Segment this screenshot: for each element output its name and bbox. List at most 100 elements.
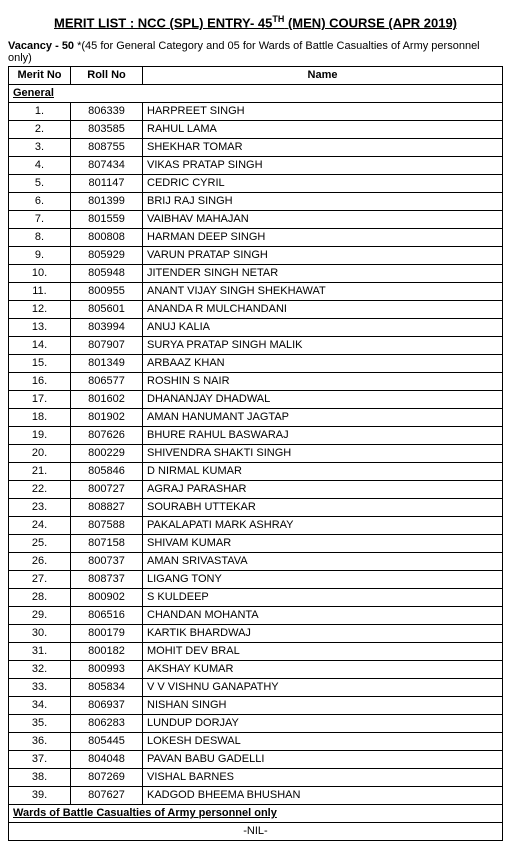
cell-roll: 806516	[71, 607, 143, 625]
cell-name: KADGOD BHEEMA BHUSHAN	[143, 787, 503, 805]
cell-name: RAHUL LAMA	[143, 121, 503, 139]
cell-name: SURYA PRATAP SINGH MALIK	[143, 337, 503, 355]
table-row: 3.808755SHEKHAR TOMAR	[9, 139, 503, 157]
cell-roll: 807158	[71, 535, 143, 553]
cell-name: ANANDA R MULCHANDANI	[143, 301, 503, 319]
cell-name: SOURABH UTTEKAR	[143, 499, 503, 517]
table-header-row: Merit No Roll No Name	[9, 67, 503, 85]
cell-merit: 31.	[9, 643, 71, 661]
cell-roll: 801902	[71, 409, 143, 427]
cell-merit: 25.	[9, 535, 71, 553]
table-row: 30.800179KARTIK BHARDWAJ	[9, 625, 503, 643]
cell-merit: 38.	[9, 769, 71, 787]
table-row: 34.806937NISHAN SINGH	[9, 697, 503, 715]
table-row: 24.807588PAKALAPATI MARK ASHRAY	[9, 517, 503, 535]
table-row: 9.805929VARUN PRATAP SINGH	[9, 247, 503, 265]
table-row: 22.800727AGRAJ PARASHAR	[9, 481, 503, 499]
merit-table: Merit No Roll No Name General 1.806339HA…	[8, 66, 503, 841]
table-row: 21.805846D NIRMAL KUMAR	[9, 463, 503, 481]
cell-name: LUNDUP DORJAY	[143, 715, 503, 733]
cell-name: ARBAAZ KHAN	[143, 355, 503, 373]
cell-merit: 28.	[9, 589, 71, 607]
cell-roll: 807627	[71, 787, 143, 805]
cell-name: SHIVENDRA SHAKTI SINGH	[143, 445, 503, 463]
cell-roll: 805834	[71, 679, 143, 697]
cell-name: PAVAN BABU GADELLI	[143, 751, 503, 769]
vacancy-line: Vacancy - 50 *(45 for General Category a…	[8, 40, 503, 64]
cell-merit: 6.	[9, 193, 71, 211]
cell-roll: 801559	[71, 211, 143, 229]
cell-merit: 4.	[9, 157, 71, 175]
section-general-label: General	[9, 85, 503, 103]
cell-name: BRIJ RAJ SINGH	[143, 193, 503, 211]
cell-name: PAKALAPATI MARK ASHRAY	[143, 517, 503, 535]
cell-roll: 800229	[71, 445, 143, 463]
cell-roll: 805929	[71, 247, 143, 265]
cell-merit: 32.	[9, 661, 71, 679]
table-row: 20.800229SHIVENDRA SHAKTI SINGH	[9, 445, 503, 463]
cell-merit: 20.	[9, 445, 71, 463]
table-row: 17.801602DHANANJAY DHADWAL	[9, 391, 503, 409]
cell-name: DHANANJAY DHADWAL	[143, 391, 503, 409]
cell-roll: 801147	[71, 175, 143, 193]
cell-name: CHANDAN MOHANTA	[143, 607, 503, 625]
cell-name: VAIBHAV MAHAJAN	[143, 211, 503, 229]
table-row: 10.805948JITENDER SINGH NETAR	[9, 265, 503, 283]
table-row: 1.806339HARPREET SINGH	[9, 103, 503, 121]
cell-roll: 807626	[71, 427, 143, 445]
cell-merit: 9.	[9, 247, 71, 265]
cell-roll: 800737	[71, 553, 143, 571]
cell-merit: 18.	[9, 409, 71, 427]
cell-name: VIKAS PRATAP SINGH	[143, 157, 503, 175]
vacancy-label: Vacancy - 50	[8, 40, 77, 52]
cell-merit: 23.	[9, 499, 71, 517]
cell-name: VISHAL BARNES	[143, 769, 503, 787]
cell-merit: 13.	[9, 319, 71, 337]
header-name: Name	[143, 67, 503, 85]
cell-merit: 1.	[9, 103, 71, 121]
cell-merit: 3.	[9, 139, 71, 157]
nil-row: -NIL-	[9, 823, 503, 841]
cell-roll: 800182	[71, 643, 143, 661]
cell-name: D NIRMAL KUMAR	[143, 463, 503, 481]
table-row: 27.808737LIGANG TONY	[9, 571, 503, 589]
cell-roll: 807434	[71, 157, 143, 175]
cell-roll: 800993	[71, 661, 143, 679]
cell-roll: 800955	[71, 283, 143, 301]
cell-merit: 16.	[9, 373, 71, 391]
cell-roll: 806283	[71, 715, 143, 733]
table-row: 38.807269VISHAL BARNES	[9, 769, 503, 787]
cell-merit: 37.	[9, 751, 71, 769]
cell-merit: 7.	[9, 211, 71, 229]
cell-name: BHURE RAHUL BASWARAJ	[143, 427, 503, 445]
cell-merit: 27.	[9, 571, 71, 589]
cell-roll: 805601	[71, 301, 143, 319]
cell-name: JITENDER SINGH NETAR	[143, 265, 503, 283]
cell-name: AMAN HANUMANT JAGTAP	[143, 409, 503, 427]
header-roll: Roll No	[71, 67, 143, 85]
cell-roll: 803994	[71, 319, 143, 337]
table-row: 5.801147CEDRIC CYRIL	[9, 175, 503, 193]
cell-name: V V VISHNU GANAPATHY	[143, 679, 503, 697]
table-row: 11.800955ANANT VIJAY SINGH SHEKHAWAT	[9, 283, 503, 301]
cell-roll: 801349	[71, 355, 143, 373]
table-row: 33.805834V V VISHNU GANAPATHY	[9, 679, 503, 697]
section-general: General	[9, 85, 503, 103]
cell-name: SHEKHAR TOMAR	[143, 139, 503, 157]
cell-merit: 36.	[9, 733, 71, 751]
cell-merit: 12.	[9, 301, 71, 319]
table-row: 2.803585RAHUL LAMA	[9, 121, 503, 139]
table-row: 32.800993AKSHAY KUMAR	[9, 661, 503, 679]
cell-roll: 800808	[71, 229, 143, 247]
cell-roll: 801399	[71, 193, 143, 211]
table-row: 6.801399BRIJ RAJ SINGH	[9, 193, 503, 211]
cell-name: HARPREET SINGH	[143, 103, 503, 121]
table-row: 18.801902AMAN HANUMANT JAGTAP	[9, 409, 503, 427]
table-row: 7.801559VAIBHAV MAHAJAN	[9, 211, 503, 229]
cell-name: LIGANG TONY	[143, 571, 503, 589]
cell-roll: 805445	[71, 733, 143, 751]
table-row: 36.805445LOKESH DESWAL	[9, 733, 503, 751]
cell-merit: 15.	[9, 355, 71, 373]
table-row: 4.807434VIKAS PRATAP SINGH	[9, 157, 503, 175]
cell-merit: 39.	[9, 787, 71, 805]
